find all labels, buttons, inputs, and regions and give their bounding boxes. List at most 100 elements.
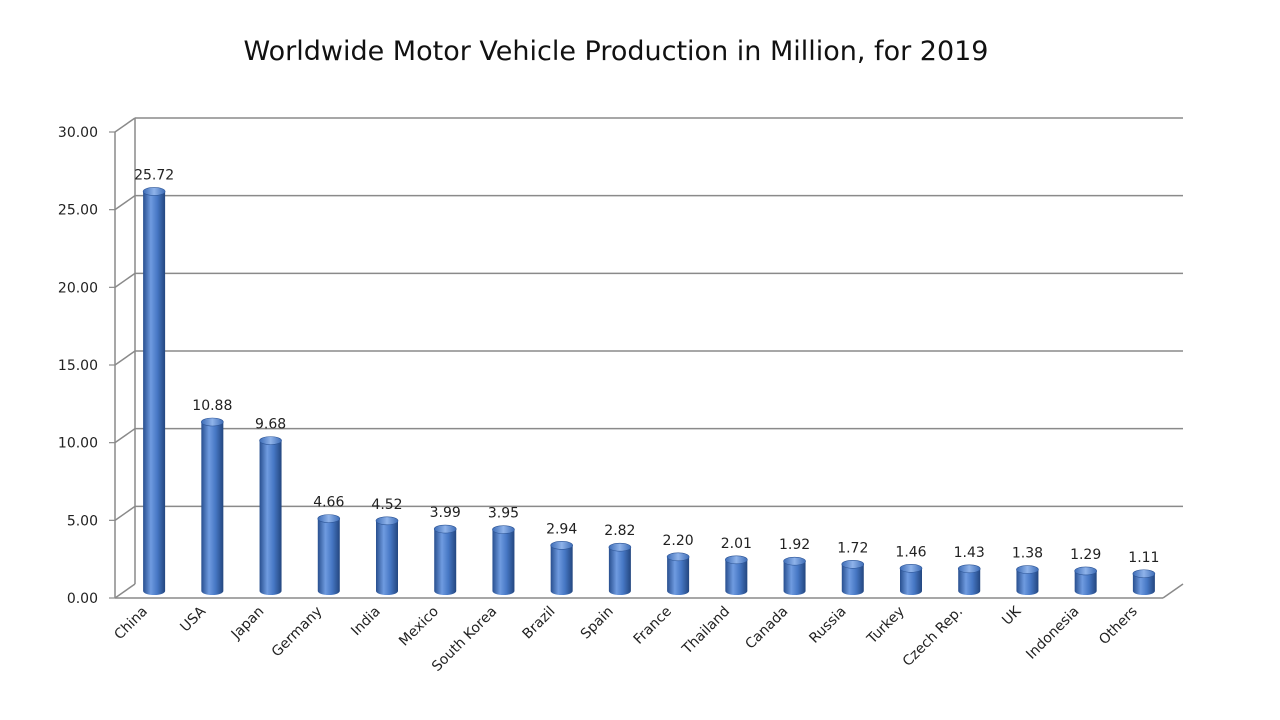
bar-cap bbox=[492, 525, 515, 534]
chart-title: Worldwide Motor Vehicle Production in Mi… bbox=[243, 36, 989, 67]
bar-turkey bbox=[899, 564, 923, 595]
bar-cap bbox=[201, 417, 224, 427]
bar-france bbox=[666, 552, 690, 595]
gridline-diagonal bbox=[114, 583, 136, 599]
x-tick-label: Brazil bbox=[520, 604, 559, 643]
gridline-diagonal bbox=[114, 272, 136, 288]
data-label: 1.72 bbox=[837, 540, 868, 556]
bar-body bbox=[376, 520, 398, 595]
bar-spain bbox=[608, 542, 632, 595]
gridline-diagonal bbox=[114, 195, 136, 211]
bar-body bbox=[958, 568, 981, 595]
bar-canada bbox=[783, 556, 806, 595]
y-tick-label: 0.00 bbox=[67, 591, 98, 607]
x-tick-label: Turkey bbox=[864, 604, 908, 648]
bar-body bbox=[783, 561, 806, 595]
bar-cap bbox=[259, 436, 282, 445]
bar-cap bbox=[666, 552, 690, 562]
y-tick-label: 20.00 bbox=[58, 280, 98, 296]
data-label: 1.43 bbox=[954, 545, 985, 561]
bar-body bbox=[550, 545, 573, 595]
x-tick-label: Japan bbox=[228, 604, 268, 644]
bar-mexico bbox=[433, 524, 457, 595]
x-tick-label: UK bbox=[999, 603, 1025, 629]
bar-body bbox=[434, 529, 457, 595]
bar-body bbox=[1074, 570, 1097, 595]
bar-cap bbox=[725, 555, 748, 565]
bar-cap bbox=[433, 524, 457, 534]
bar-thailand bbox=[725, 555, 748, 595]
x-tick-label: USA bbox=[177, 603, 209, 635]
y-tick-label: 15.00 bbox=[58, 358, 98, 374]
bar-body bbox=[317, 518, 340, 595]
bar-germany bbox=[317, 514, 341, 595]
bar-china bbox=[142, 187, 166, 595]
data-label: 1.46 bbox=[895, 544, 926, 560]
data-label: 1.92 bbox=[779, 537, 810, 553]
bar-body bbox=[841, 564, 864, 595]
data-label: 1.11 bbox=[1128, 550, 1159, 566]
bar-uk bbox=[1016, 565, 1039, 595]
bar-cap bbox=[550, 541, 573, 550]
bar-cap bbox=[142, 187, 166, 196]
bar-body bbox=[608, 547, 631, 595]
bar-body bbox=[1016, 569, 1039, 595]
bar-body bbox=[667, 556, 690, 595]
x-tick-label: Czech Rep. bbox=[900, 604, 966, 670]
bar-japan bbox=[259, 436, 282, 595]
bar-south-korea bbox=[492, 525, 515, 595]
bar-cap bbox=[375, 516, 399, 526]
data-label: 9.68 bbox=[255, 417, 286, 433]
bar-indonesia bbox=[1074, 566, 1097, 595]
bar-brazil bbox=[550, 541, 573, 595]
data-label: 4.52 bbox=[371, 497, 402, 513]
y-tick-label: 30.00 bbox=[58, 125, 98, 141]
bar-cap bbox=[317, 514, 341, 523]
data-label: 2.94 bbox=[546, 521, 577, 537]
data-label: 2.01 bbox=[721, 536, 752, 552]
gridline-diagonal bbox=[114, 505, 136, 521]
data-label: 1.38 bbox=[1012, 546, 1043, 562]
bar-body bbox=[201, 421, 224, 595]
bar-cap bbox=[1074, 566, 1097, 576]
y-axis-ticks: 0.00 5.00 10.00 15.00 20.00 25.00 30.00 bbox=[58, 125, 115, 607]
bar-cap bbox=[841, 559, 865, 569]
bar-russia bbox=[841, 559, 865, 595]
data-label: 2.82 bbox=[604, 523, 635, 539]
data-label: 4.66 bbox=[313, 495, 344, 511]
x-tick-label: Russia bbox=[806, 604, 849, 647]
bar-cap bbox=[1132, 569, 1156, 579]
floor-edge bbox=[1162, 583, 1184, 599]
x-tick-label: Thailand bbox=[679, 604, 734, 659]
bar-india bbox=[375, 516, 399, 595]
x-tick-label: China bbox=[111, 604, 151, 644]
x-tick-label: Others bbox=[1096, 604, 1141, 649]
data-label: 3.99 bbox=[430, 505, 461, 521]
x-tick-label: Germany bbox=[269, 604, 326, 661]
x-tick-label: India bbox=[348, 604, 384, 640]
x-tick-label: Mexico bbox=[396, 604, 442, 650]
bars bbox=[142, 187, 1156, 595]
y-tick-label: 10.00 bbox=[58, 436, 98, 452]
gridlines bbox=[114, 117, 1183, 599]
data-labels: 25.72 10.88 9.68 4.66 4.52 3.99 3.95 2.94 2.82 2.… bbox=[134, 167, 1159, 565]
x-tick-label: France bbox=[631, 604, 675, 648]
bar-usa bbox=[201, 417, 224, 595]
gridline-diagonal bbox=[114, 428, 136, 444]
data-label: 10.88 bbox=[192, 398, 232, 414]
bar-others bbox=[1132, 569, 1156, 595]
bar-cap bbox=[783, 556, 806, 566]
x-tick-label: Spain bbox=[578, 604, 617, 643]
bar-body bbox=[1132, 573, 1155, 595]
bar-body bbox=[492, 529, 515, 595]
bar-body bbox=[725, 559, 748, 595]
data-label: 3.95 bbox=[488, 506, 519, 522]
y-tick-label: 25.00 bbox=[58, 203, 98, 219]
bar-cap bbox=[1016, 565, 1039, 574]
data-label: 1.29 bbox=[1070, 547, 1101, 563]
x-tick-label: Indonesia bbox=[1023, 604, 1082, 663]
bar-czech-rep bbox=[957, 564, 981, 595]
bar-body bbox=[259, 440, 282, 595]
